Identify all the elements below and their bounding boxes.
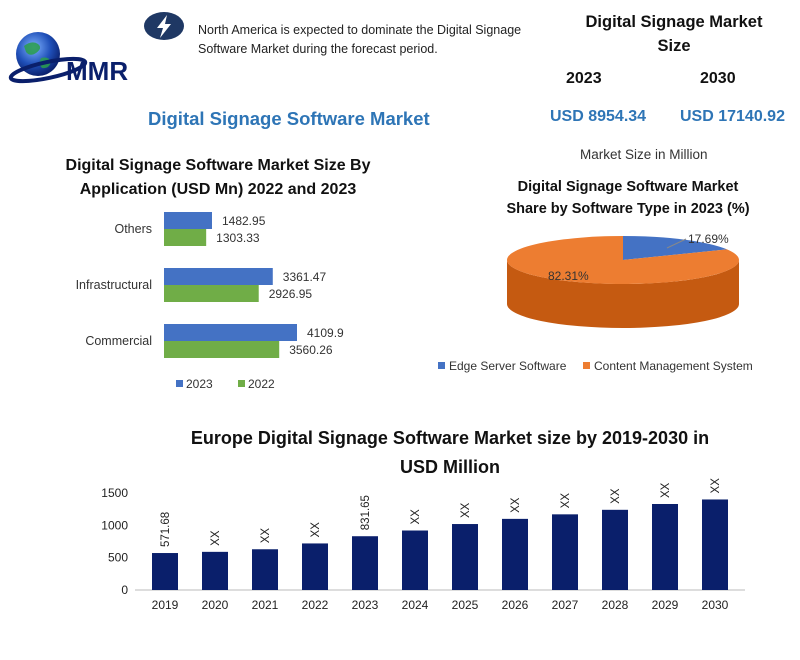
legend-label-0: Edge Server Software	[449, 359, 567, 373]
value-2030: USD 17140.92	[680, 108, 785, 125]
x-tick-2029: 2029	[652, 598, 679, 612]
x-tick-2021: 2021	[252, 598, 279, 612]
bar-2029	[652, 503, 678, 590]
pie-leader-line	[666, 238, 687, 249]
market-size-title: Digital Signage Market Size	[576, 10, 772, 58]
logo-text: MMR	[66, 56, 128, 86]
data-label-2026: XX	[510, 497, 522, 513]
software-type-chart-title-line2: Share by Software Type in 2023 (%)	[506, 201, 750, 217]
pie-slice-edge-server-software	[623, 236, 727, 260]
bar-2020	[202, 551, 228, 590]
category-label-commercial: Commercial	[85, 334, 152, 348]
market-title: Digital Signage Software Market	[148, 108, 430, 129]
bar-2027	[552, 514, 578, 590]
data-label-commercial-2022: 3560.26	[289, 343, 333, 357]
data-label-others-2023: 1482.95	[222, 214, 266, 228]
bar-commercial-2022	[164, 341, 280, 358]
application-chart-title-line2: Application (USD Mn) 2022 and 2023	[79, 181, 357, 198]
market-size-title-line1: Digital Signage Market	[585, 13, 763, 31]
application-chart-title: Digital Signage Software Market Size By …	[48, 154, 388, 202]
application-chart-title-line1: Digital Signage Software Market Size By	[65, 157, 371, 174]
data-label-2021: XX	[260, 528, 272, 544]
data-label-2022: XX	[310, 522, 322, 538]
bar-2030	[702, 499, 728, 590]
bar-2026	[502, 518, 528, 590]
value-2023: USD 8954.34	[550, 108, 647, 125]
bar-2021	[252, 549, 278, 590]
bar-2028	[602, 509, 628, 590]
software-type-chart-title: Digital Signage Software Market Share by…	[476, 176, 780, 220]
pie-label-content-management: 82.31%	[548, 269, 589, 283]
data-label-2024: XX	[410, 509, 422, 525]
software-type-pie-chart: 17.69% 82.31% Edge Server Software Content …	[438, 232, 753, 373]
bar-others-2023	[164, 212, 212, 229]
mmr-logo: MMR	[8, 28, 158, 92]
europe-chart-title-line2: USD Million	[400, 457, 500, 477]
data-label-2025: XX	[460, 502, 472, 518]
legend-label-1: Content Management System	[594, 359, 753, 373]
y-tick-1000: 1000	[101, 518, 128, 532]
bar-infrastructural-2023	[164, 268, 273, 285]
pie-side-1-0	[507, 260, 739, 328]
x-tick-2022: 2022	[302, 598, 329, 612]
lightning-icon	[143, 11, 185, 41]
legend-swatch-0	[438, 362, 445, 369]
bar-2022	[302, 543, 328, 590]
x-tick-2020: 2020	[202, 598, 229, 612]
x-tick-2030: 2030	[702, 598, 729, 612]
y-tick-1500: 1500	[101, 486, 128, 500]
bar-2025	[452, 524, 478, 590]
bar-infrastructural-2022	[164, 285, 259, 302]
pie-slice-content-management-system	[506, 236, 739, 284]
headline-text: North America is expected to dominate th…	[198, 23, 522, 56]
data-label-2019: 571.68	[160, 512, 172, 547]
legend-swatch-2022	[238, 380, 245, 387]
europe-bar-chart: 0 500 1000 1500 2019 571.68 2020 XX 2021 XX 2022 XX…	[101, 478, 745, 612]
europe-chart-title-line1: Europe Digital Signage Software Market s…	[190, 428, 710, 448]
data-label-2029: XX	[660, 482, 672, 498]
x-tick-2023: 2023	[352, 598, 379, 612]
data-label-2028: XX	[610, 488, 622, 504]
bar-2024	[402, 530, 428, 590]
x-tick-2028: 2028	[602, 598, 629, 612]
bar-commercial-2023	[164, 324, 297, 341]
data-label-2030: XX	[710, 478, 722, 494]
europe-chart-title: Europe Digital Signage Software Market s…	[150, 424, 750, 482]
legend-label-2023: 2023	[186, 377, 213, 391]
bar-2019	[152, 553, 178, 590]
x-tick-2027: 2027	[552, 598, 579, 612]
data-label-commercial-2023: 4109.9	[307, 326, 344, 340]
bar-others-2022	[164, 229, 207, 246]
market-size-title-line2: Size	[657, 37, 691, 55]
legend-label-2022: 2022	[248, 377, 275, 391]
data-label-2020: XX	[210, 530, 222, 546]
bar-2023	[352, 536, 378, 590]
data-label-infrastructural-2023: 3361.47	[283, 270, 327, 284]
x-tick-2025: 2025	[452, 598, 479, 612]
legend-swatch-2023	[176, 380, 183, 387]
x-tick-2019: 2019	[152, 598, 179, 612]
market-size-unit: Market Size in Million	[580, 147, 708, 162]
y-tick-500: 500	[108, 551, 128, 565]
data-label-2023: 831.65	[360, 495, 372, 530]
data-label-infrastructural-2022: 2926.95	[269, 287, 313, 301]
data-label-2027: XX	[560, 493, 572, 509]
x-tick-2024: 2024	[402, 598, 429, 612]
application-bar-chart: Others 1482.95 1303.33 Infrastructural 3361.…	[76, 212, 344, 391]
year-2023-label: 2023	[566, 70, 602, 87]
year-2030-label: 2030	[700, 70, 736, 87]
data-label-others-2022: 1303.33	[216, 231, 260, 245]
y-tick-0: 0	[121, 583, 128, 597]
category-label-infrastructural: Infrastructural	[76, 278, 152, 292]
pie-label-edge-server: 17.69%	[688, 232, 729, 246]
x-tick-2026: 2026	[502, 598, 529, 612]
category-label-others: Others	[114, 222, 152, 236]
legend-swatch-1	[583, 362, 590, 369]
software-type-chart-title-line1: Digital Signage Software Market	[517, 179, 739, 195]
